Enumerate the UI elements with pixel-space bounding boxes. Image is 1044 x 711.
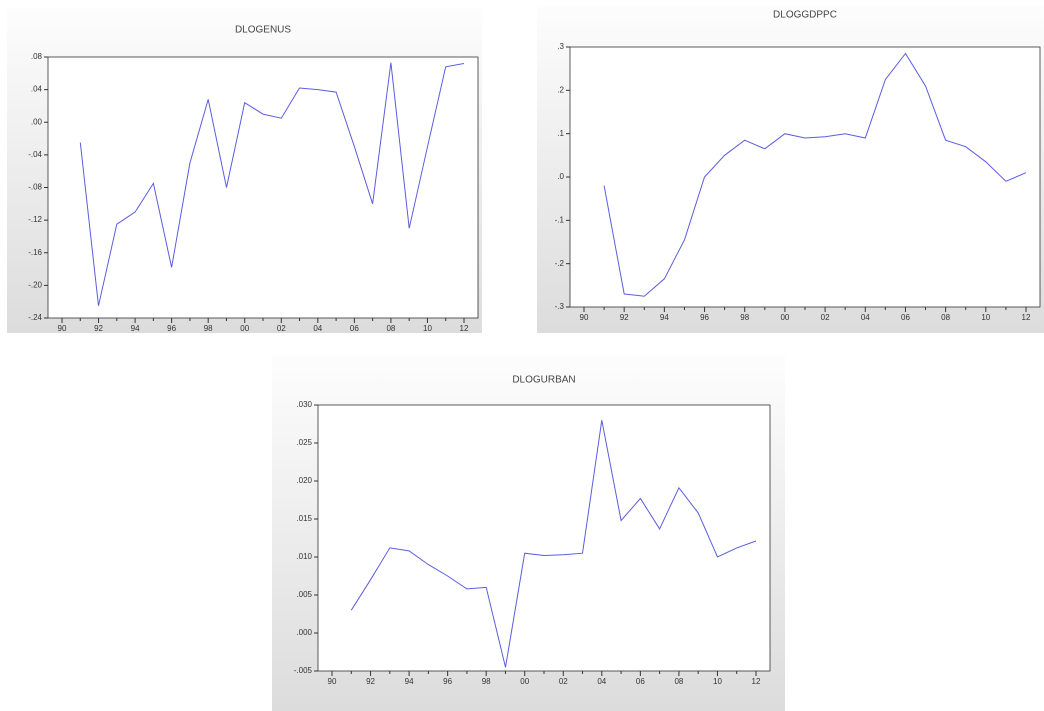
x-tick-label: 08 — [386, 324, 395, 333]
y-tick-label: -.005 — [294, 666, 313, 675]
x-tick-label: 90 — [328, 677, 337, 686]
y-tick-label: -.2 — [555, 259, 565, 268]
y-tick-label: .015 — [296, 514, 312, 523]
y-tick-label: -.12 — [28, 215, 42, 224]
y-tick-label: -.24 — [28, 313, 42, 322]
x-tick-label: 06 — [350, 324, 359, 333]
y-tick-label: .3 — [557, 42, 564, 51]
x-tick-label: 00 — [240, 324, 249, 333]
y-tick-label: .04 — [31, 85, 43, 94]
x-tick-label: 94 — [660, 313, 669, 322]
y-tick-label: .005 — [296, 590, 312, 599]
chart-title: DLOGURBAN — [512, 375, 575, 386]
chart-panel: DLOGGDPPC .3 .2 .1 .0 -.1 -.2 -.3 90 92 94 96 98 00 02… — [537, 5, 1044, 333]
x-tick-label: 90 — [580, 313, 589, 322]
data-line — [350, 420, 757, 668]
x-tick-label: 98 — [482, 677, 491, 686]
x-tick-label: 96 — [443, 677, 452, 686]
data-line — [79, 62, 465, 306]
x-tick-label: 06 — [636, 677, 645, 686]
plot-area — [569, 46, 1041, 308]
y-tick-label: .020 — [296, 476, 312, 485]
x-tick-label: 00 — [780, 313, 789, 322]
x-tick-label: 04 — [597, 677, 606, 686]
x-tick-label: 96 — [167, 324, 176, 333]
chart-panel: DLOGURBAN .030 .025 .020 .015 .010 .005 .000 -.0… — [272, 355, 785, 711]
y-tick-label: -.08 — [28, 183, 42, 192]
x-tick-label: 08 — [674, 677, 683, 686]
x-tick-label: 06 — [901, 313, 910, 322]
x-tick-label: 98 — [204, 324, 213, 333]
y-tick-label: -.3 — [555, 302, 565, 311]
x-tick-label: 98 — [740, 313, 749, 322]
x-tick-label: 12 — [460, 324, 469, 333]
x-tick-label: 90 — [58, 324, 67, 333]
y-tick-label: .2 — [557, 85, 564, 94]
x-tick-label: 02 — [821, 313, 830, 322]
plot-area — [317, 404, 771, 672]
x-tick-label: 02 — [277, 324, 286, 333]
x-tick-label: 08 — [941, 313, 950, 322]
x-tick-label: 12 — [752, 677, 761, 686]
y-tick-label: .00 — [31, 117, 43, 126]
x-tick-label: 04 — [861, 313, 870, 322]
x-tick-label: 94 — [131, 324, 140, 333]
y-tick-label: -.04 — [28, 150, 42, 159]
x-tick-label: 12 — [1022, 313, 1031, 322]
x-tick-label: 92 — [94, 324, 103, 333]
x-tick-label: 00 — [520, 677, 529, 686]
y-tick-label: .08 — [31, 52, 43, 61]
x-tick-label: 10 — [423, 324, 432, 333]
x-tick-label: 94 — [405, 677, 414, 686]
data-line — [603, 52, 1027, 297]
y-tick-label: -.16 — [28, 248, 42, 257]
y-tick-label: .010 — [296, 552, 312, 561]
x-tick-label: 96 — [700, 313, 709, 322]
chart-title: DLOGGDPPC — [773, 10, 837, 21]
plot-area — [47, 56, 479, 319]
y-tick-label: .030 — [296, 400, 312, 409]
x-tick-label: 92 — [620, 313, 629, 322]
x-tick-label: 10 — [981, 313, 990, 322]
y-tick-label: .025 — [296, 438, 312, 447]
y-tick-label: .0 — [557, 172, 564, 181]
chart-panel: DLOGENUS .08 .04 .00 -.04 -.08 -.12 -.16 -.20 -.2… — [7, 8, 482, 333]
y-tick-label: -.1 — [555, 215, 565, 224]
x-tick-label: 92 — [366, 677, 375, 686]
x-tick-label: 02 — [559, 677, 568, 686]
chart-title: DLOGENUS — [235, 25, 291, 36]
y-tick-label: .1 — [557, 129, 564, 138]
y-tick-label: -.20 — [28, 280, 42, 289]
x-tick-label: 04 — [313, 324, 322, 333]
x-tick-label: 10 — [713, 677, 722, 686]
y-tick-label: .000 — [296, 628, 312, 637]
